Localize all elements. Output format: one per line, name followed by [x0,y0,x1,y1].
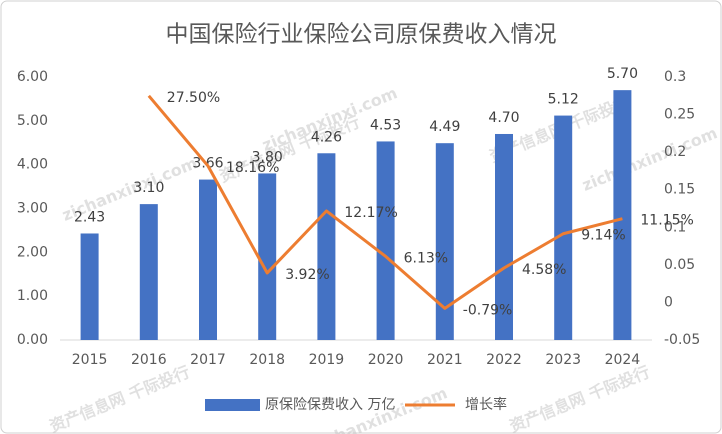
y-tick-label: 3.00 [17,201,48,217]
bar [376,141,395,340]
bar-label: 3.10 [133,180,164,196]
x-tick-label: 2024 [605,352,641,368]
line-label: 11.15% [640,213,693,229]
y2-tick-label: 0.05 [664,257,695,273]
line [147,94,623,310]
legend-label: 原保险保费收入 万亿 [265,397,395,413]
bar [613,90,632,341]
bar-label: 4.53 [370,117,401,133]
y2-tick-label: 0.1 [664,219,686,235]
x-tick-label: 2017 [190,352,226,368]
bar [80,233,99,340]
y-tick-label: 0.00 [17,332,48,348]
y2-tick-label: 0 [664,294,673,310]
bar [139,204,158,340]
bar [258,173,277,340]
x-tick-label: 2021 [427,352,463,368]
legend-swatch [205,399,260,411]
bar [495,133,513,340]
bar-label: 5.12 [548,92,579,108]
bar-label: 2.43 [74,209,105,225]
line-label: 9.14% [581,228,625,244]
bar-label: 4.49 [429,119,460,135]
x-tick-label: 2020 [368,352,404,368]
bar [317,153,336,340]
y2-tick-label: 0.25 [664,107,695,123]
bar [554,115,573,340]
bar [199,179,217,340]
x-tick-label: 2019 [309,352,345,368]
x-tick-label: 2016 [131,352,167,368]
line-label: 6.13% [404,250,448,266]
y2-tick-label: -0.05 [664,332,700,348]
bar-label: 4.70 [488,110,519,126]
bar-label: 3.80 [252,149,283,165]
chart-title: 中国保险行业保险公司原保费收入情况 [166,22,557,48]
y2-tick-label: 0.3 [664,69,686,85]
x-tick-label: 2015 [72,352,108,368]
bar-label: 3.66 [192,156,223,172]
line-label: 4.58% [522,262,566,278]
line-label: 3.92% [285,267,329,283]
bar-label: 4.26 [311,129,342,145]
x-tick-label: 2018 [249,352,285,368]
x-tick-label: 2023 [545,352,581,368]
y-tick-label: 1.00 [17,288,48,304]
line-label: -0.79% [463,302,513,318]
line-label: 18.16% [226,160,279,176]
legend-label: 增长率 [465,396,507,413]
y2-tick-label: 0.2 [664,144,686,160]
y-tick-label: 2.00 [17,244,48,260]
bar-label: 5.70 [607,66,638,82]
y-tick-label: 5.00 [17,113,48,129]
bar [435,143,454,340]
y2-tick-label: 0.15 [664,182,695,198]
line-label: 12.17% [344,205,397,221]
y-tick-label: 4.00 [17,157,48,173]
y-tick-label: 6.00 [17,69,48,85]
line-label: 27.50% [167,90,220,106]
x-tick-label: 2022 [486,352,522,368]
